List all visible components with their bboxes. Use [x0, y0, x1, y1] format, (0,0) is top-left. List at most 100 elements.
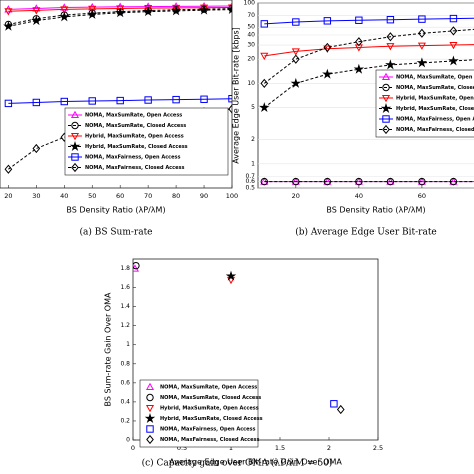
marker: [382, 83, 390, 92]
legend-label: Hybrid, MaxSumRate, Closed Access: [160, 416, 263, 422]
legend-box: [139, 379, 259, 448]
marker: [323, 177, 332, 186]
chart: 0 0.2 0.4 0.6 0.8 1 1.2 1.4 1.6 1.8 0 0.5 1 1.5 2 2.5 Av…: [104, 258, 383, 469]
x-tick-label: 100: [226, 192, 238, 200]
legend-label: NOMA, MaxSumRate, Open Access: [85, 113, 182, 119]
x-tick-label: 0.5: [177, 444, 187, 452]
marker: [60, 97, 68, 106]
marker: [449, 177, 458, 186]
x-tick-label: 80: [172, 192, 180, 200]
marker: [380, 103, 392, 113]
legend-label: NOMA, MaxSumRate, Closed Access: [85, 123, 186, 129]
marker: [133, 261, 140, 270]
x-tick-label: 0: [131, 444, 135, 452]
marker: [170, 5, 182, 16]
marker: [87, 8, 98, 19]
marker: [144, 5, 153, 13]
marker: [227, 4, 232, 12]
marker: [3, 20, 14, 31]
marker: [146, 425, 154, 433]
caption: (c) Capacity gain over OMA (λP/λM = 50): [142, 458, 333, 469]
legend: NOMA, MaxSumRate, Open Access NOMA, MaxSu…: [375, 69, 474, 138]
x-tick-label: 90: [200, 192, 208, 200]
marker: [88, 5, 97, 14]
chart: 0.50.60.712510203040507010020406080BS De…: [232, 0, 474, 238]
marker: [386, 32, 395, 42]
legend-label: NOMA, MaxSumRate, Open Access: [396, 75, 474, 81]
marker: [449, 41, 458, 50]
marker: [259, 102, 270, 113]
marker: [260, 78, 269, 89]
marker: [71, 162, 79, 173]
series-line: [264, 44, 474, 57]
x-tick-label: 50: [88, 192, 96, 200]
x-tick-label: 30: [32, 192, 40, 200]
marker: [291, 48, 300, 56]
marker: [4, 164, 13, 174]
x-tick-label: 60: [116, 192, 124, 200]
y-axis-label: BS Sum-rate Gain Over OMA: [104, 292, 113, 407]
marker: [145, 404, 155, 413]
x-tick-label: 1.5: [275, 444, 285, 452]
marker: [260, 52, 269, 61]
legend-label: NOMA, MaxSumRate, Closed Access: [396, 85, 474, 91]
legend-label: NOMA, MaxSumRate, Open Access: [160, 385, 257, 391]
series-line: [263, 28, 474, 84]
marker: [60, 6, 69, 14]
marker: [144, 413, 156, 423]
marker: [4, 8, 13, 16]
legend-box: [64, 107, 229, 176]
y-tick-label: 1: [126, 341, 130, 348]
legend-label: Hybrid, MaxSumRate, Open Access: [160, 406, 259, 412]
caption: (b) Average Edge User Bit-rate: [295, 227, 437, 238]
marker: [69, 141, 81, 151]
marker: [142, 6, 154, 17]
legend-label: NOMA, MaxFairness, Closed Access: [160, 437, 259, 443]
y-tick-label: 50: [247, 24, 255, 31]
marker: [336, 404, 345, 415]
legend-label: Hybrid, MaxSumRate, Open Access: [396, 96, 474, 102]
x-axis-label: BS Density Ratio (λP/λM): [66, 206, 165, 215]
legend-label: Hybrid, MaxSumRate, Open Access: [85, 134, 184, 140]
marker: [381, 94, 391, 103]
marker: [382, 115, 390, 123]
chart: 20 30 40 50 60 70 80 90 100 BS Density Ratio (λP/…: [0, 0, 238, 238]
legend-label: NOMA, MaxFairness, Open Access: [396, 117, 474, 123]
marker: [291, 177, 300, 185]
legend-label: NOMA, MaxFairness, Open Access: [160, 427, 255, 433]
legend: NOMA, MaxSumRate, Open Access NOMA, MaxSu…: [64, 107, 229, 176]
legend-label: NOMA, MaxFairness, Closed Access: [396, 127, 474, 133]
y-tick-label: 100: [244, 0, 256, 7]
y-tick-label: 40: [247, 31, 255, 38]
marker: [31, 15, 42, 26]
series-line: [263, 59, 474, 108]
series-line: [8, 98, 232, 104]
marker: [145, 382, 155, 391]
marker: [116, 5, 125, 13]
marker: [146, 393, 154, 402]
marker: [228, 104, 232, 114]
legend-label: NOMA, MaxFairness, Open Access: [85, 155, 180, 161]
x-tick-label: 70: [144, 192, 152, 200]
marker: [59, 11, 70, 22]
x-tick-label: 2: [327, 444, 331, 452]
marker: [355, 177, 363, 186]
marker: [323, 17, 332, 25]
marker: [418, 28, 426, 38]
marker: [330, 400, 338, 408]
y-tick-label: 0.4: [120, 398, 130, 405]
x-axis-label: BS Density Ratio (λP/λM): [326, 206, 425, 215]
marker: [381, 72, 391, 81]
y-tick-label: 10: [247, 80, 255, 87]
y-axis-label: Average Edge User Bit-rate [kbps]: [232, 27, 241, 164]
marker: [260, 177, 269, 186]
marker: [32, 143, 41, 154]
marker: [225, 270, 237, 281]
legend: NOMA, MaxSumRate, Open Access NOMA, MaxSu…: [139, 379, 263, 448]
marker: [416, 57, 428, 68]
marker: [70, 132, 80, 141]
marker: [417, 42, 426, 50]
y-tick-label: 0.7: [245, 173, 255, 180]
legend-label: Hybrid, MaxSumRate, Closed Access: [85, 144, 188, 150]
